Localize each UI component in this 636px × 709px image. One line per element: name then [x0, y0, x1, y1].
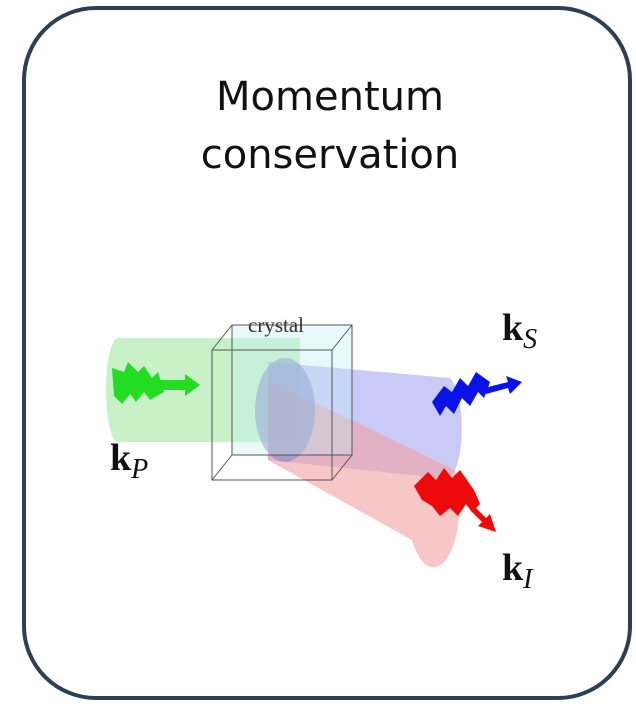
- subscript: S: [523, 324, 537, 355]
- symbol: k: [502, 547, 524, 589]
- title-box: Momentum conservation: [200, 74, 460, 178]
- subscript: P: [130, 454, 148, 485]
- idler-beam: [268, 380, 460, 568]
- idler-photon: [414, 468, 496, 532]
- beam-label: kP: [110, 437, 148, 485]
- title: Momentum conservation: [200, 74, 460, 178]
- beams: [106, 338, 462, 568]
- symbol: k: [110, 437, 132, 479]
- beam-label: kS: [502, 307, 537, 355]
- symbol: k: [502, 307, 524, 349]
- beam-spot: [255, 358, 315, 462]
- signal-photon: [432, 372, 522, 416]
- pump-photon: [112, 362, 200, 404]
- beam-label: kI: [502, 547, 534, 595]
- crystal-label: crystal: [248, 313, 304, 337]
- crystal: [211, 324, 353, 481]
- subscript: I: [522, 564, 534, 595]
- pump-beam: [106, 338, 300, 442]
